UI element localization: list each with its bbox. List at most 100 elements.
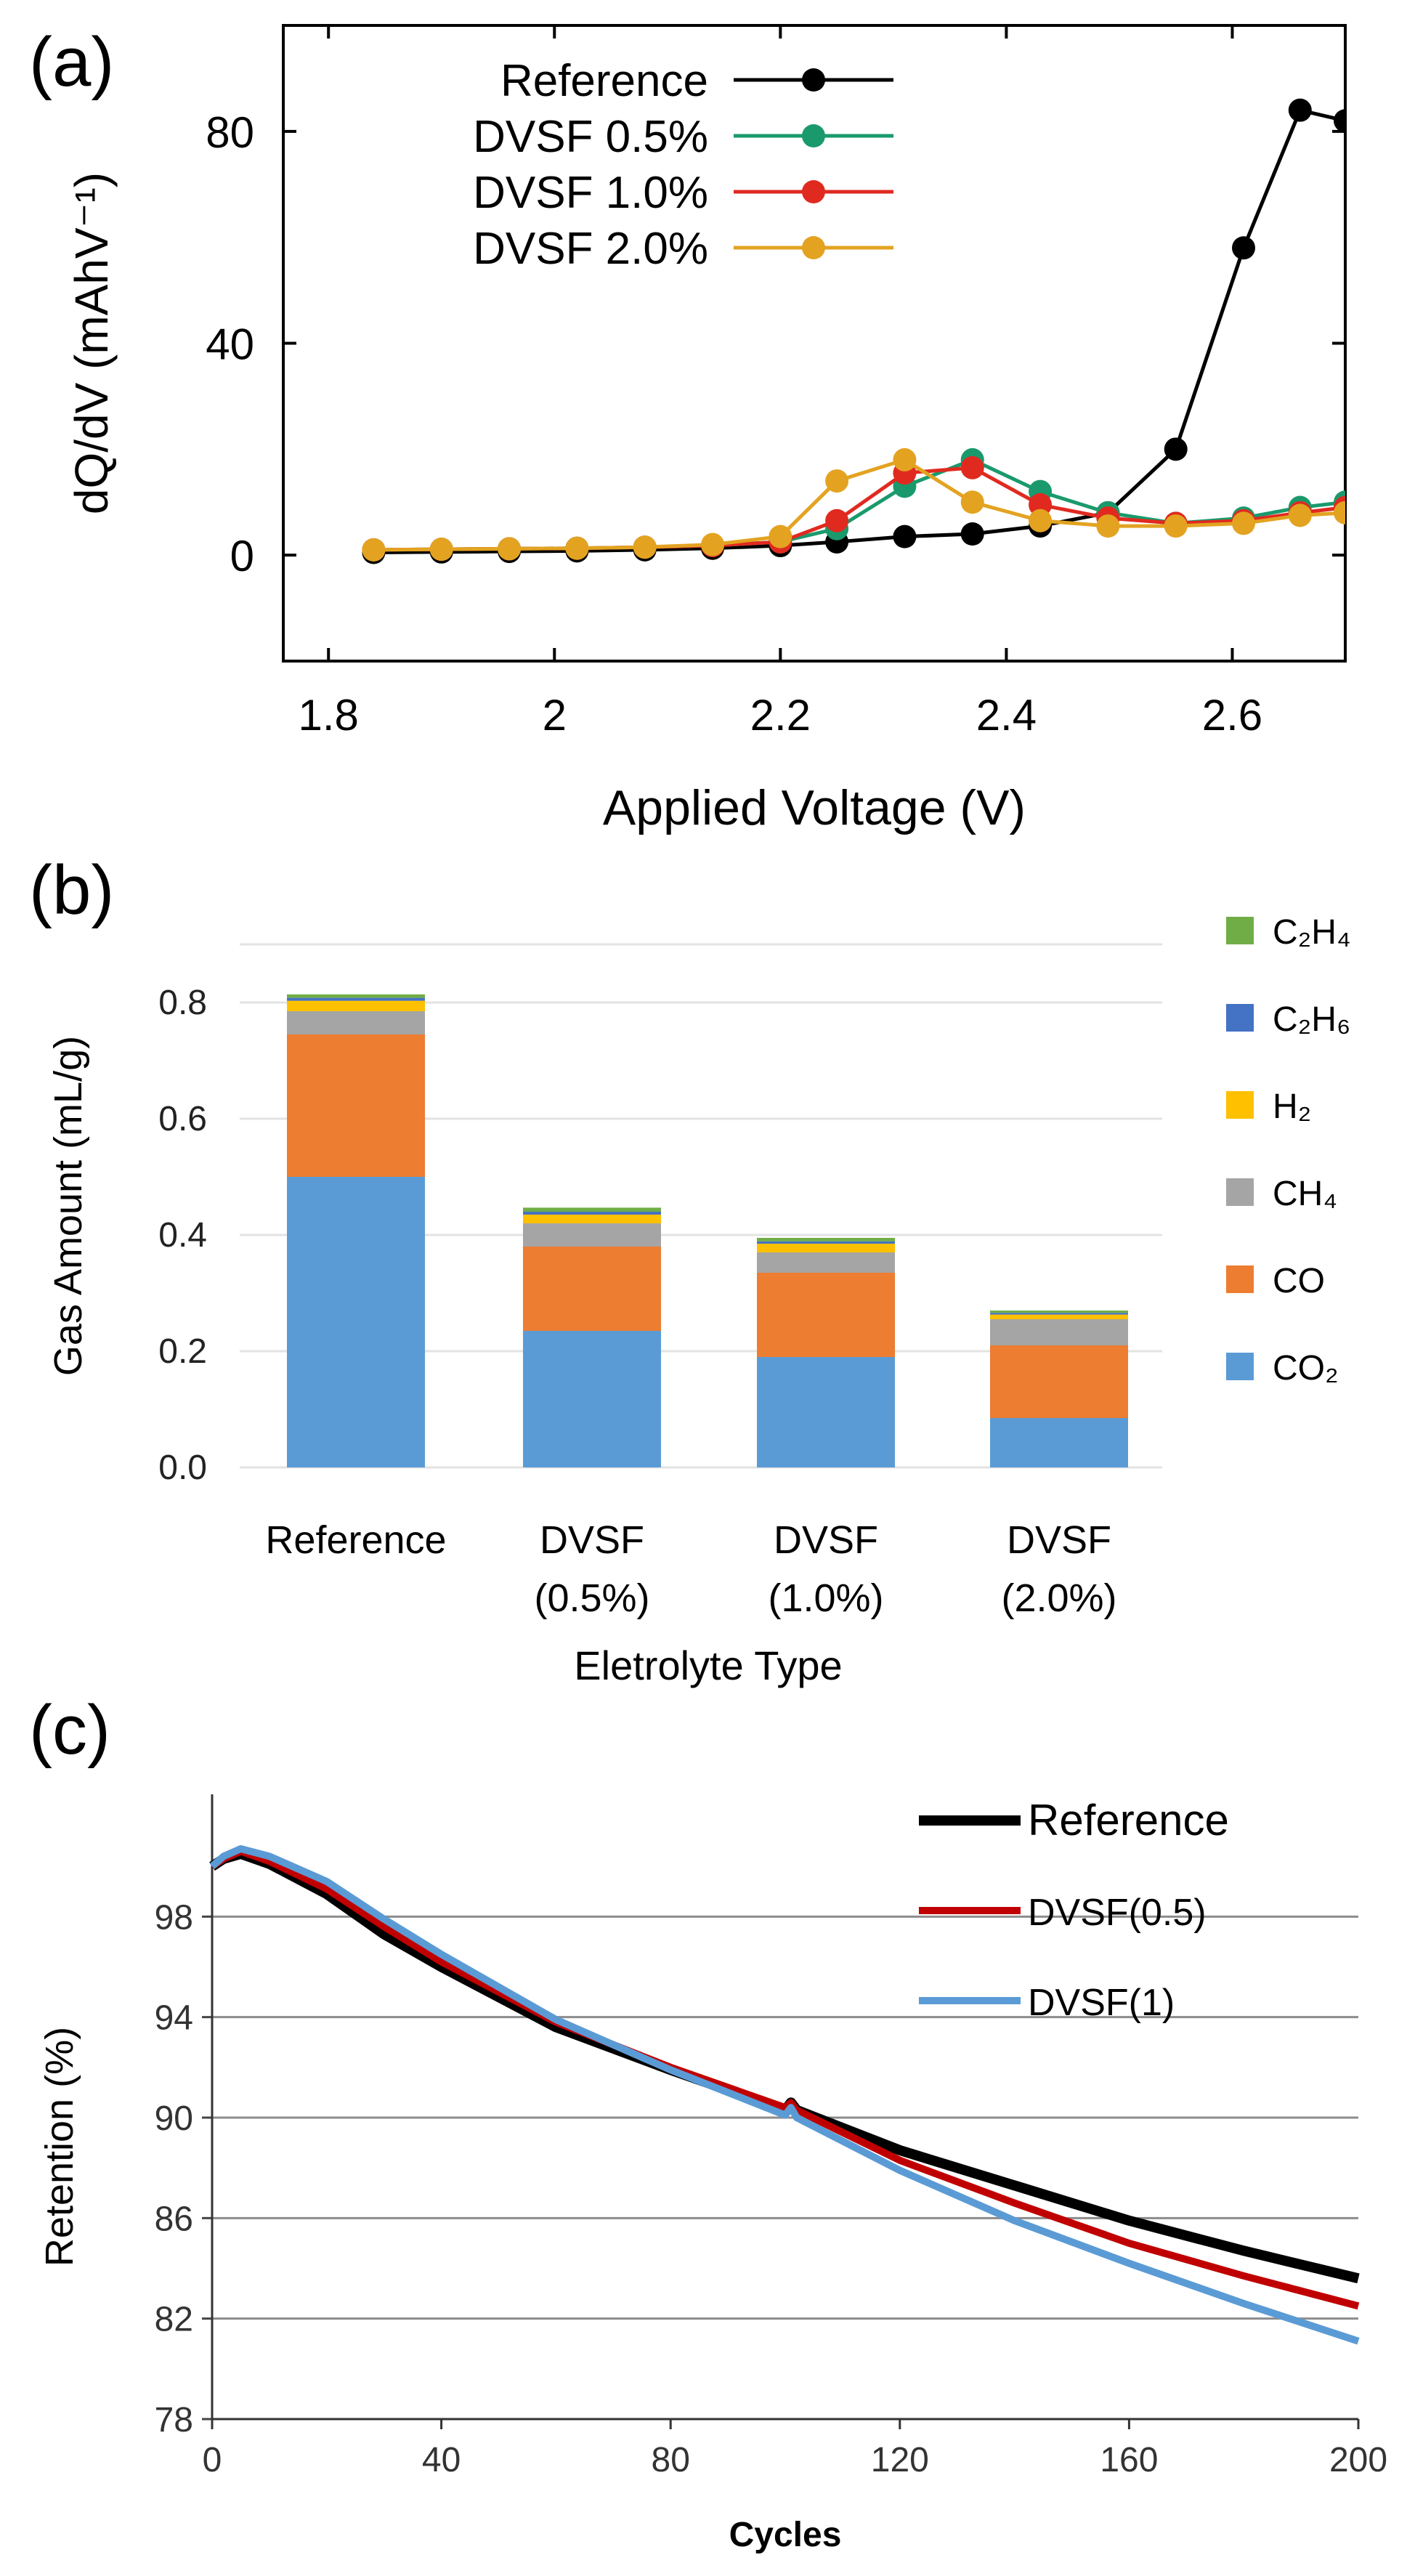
legend-label-c: Reference <box>1028 1796 1229 1844</box>
category-label-b: DVSF <box>774 1518 878 1562</box>
data-point-a <box>1232 511 1256 535</box>
data-point-a <box>1164 514 1188 538</box>
series-line-a-2 <box>373 466 1345 552</box>
y-tick-label-c: 90 <box>155 2099 193 2138</box>
legend-marker-a <box>802 180 825 203</box>
legend-marker-a <box>802 68 825 92</box>
x-tick-label-c: 0 <box>203 2441 222 2479</box>
y-tick-label-b: 0.2 <box>158 1332 207 1371</box>
data-point-a <box>1029 493 1053 517</box>
data-point-a <box>960 455 984 479</box>
data-point-a <box>701 532 725 556</box>
legend-label-c: DVSF(1) <box>1028 1982 1175 2024</box>
y-tick-label-b: 0.4 <box>158 1216 207 1255</box>
data-point-a <box>825 469 849 493</box>
category-label-b: Reference <box>265 1518 446 1562</box>
legend-label-b: CO₂ <box>1273 1349 1339 1388</box>
data-point-a <box>825 509 849 532</box>
category-sublabel-b: (0.5%) <box>534 1576 649 1620</box>
x-tick-label-a: 2.2 <box>750 691 811 740</box>
series-line-a-0 <box>373 108 1345 555</box>
legend-label-c: DVSF(0.5) <box>1028 1892 1207 1934</box>
bar-segment-b <box>990 1345 1128 1418</box>
legend-swatch-b <box>1226 1004 1254 1032</box>
plot-frame-a <box>282 24 1347 663</box>
bar-segment-b <box>287 994 425 998</box>
bar-segment-b <box>757 1238 895 1242</box>
data-point-a <box>1096 514 1120 538</box>
data-point-a <box>362 538 386 562</box>
data-point-a <box>1232 236 1256 260</box>
y-tick-label-c: 98 <box>155 1898 193 1937</box>
legend-label-b: H₂ <box>1273 1087 1311 1126</box>
y-tick-label-c: 82 <box>155 2301 193 2339</box>
panel-c-letter: (c) <box>29 1693 110 1769</box>
x-tick-label-c: 200 <box>1329 2441 1387 2479</box>
data-point-a <box>893 447 917 471</box>
legend-label-b: CH₄ <box>1273 1175 1337 1213</box>
x-tick-label-c: 40 <box>422 2441 461 2479</box>
legend-label-b: C₂H₆ <box>1273 1000 1350 1039</box>
bar-segment-b <box>757 1273 895 1357</box>
y-tick-label-b: 0.8 <box>158 984 207 1022</box>
bar-segment-b <box>287 997 425 1001</box>
bar-segment-b <box>757 1357 895 1467</box>
y-tick-label-c: 94 <box>155 1999 193 2038</box>
bar-segment-b <box>990 1311 1128 1313</box>
bar-segment-b <box>990 1319 1128 1345</box>
data-point-a <box>565 536 589 560</box>
bar-segment-b <box>287 1000 425 1011</box>
y-tick-label-a: 80 <box>206 108 254 157</box>
legend-marker-a <box>802 236 825 259</box>
data-point-a <box>1334 501 1345 524</box>
bar-segment-b <box>523 1223 661 1247</box>
legend-label-a: Reference <box>500 56 708 106</box>
x-tick-label-c: 80 <box>652 2441 690 2479</box>
bar-segment-b <box>757 1241 895 1244</box>
bar-segment-b <box>523 1212 661 1215</box>
y-tick-label-c: 86 <box>155 2200 193 2238</box>
legend-swatch-b <box>1226 1353 1254 1380</box>
bar-segment-b <box>990 1418 1128 1467</box>
data-point-a <box>429 538 453 562</box>
legend-label-a: DVSF 2.0% <box>473 224 708 274</box>
x-tick-label-a: 2.6 <box>1202 691 1262 740</box>
y-axis-title-a: dQ/dV (mAhV⁻¹) <box>65 172 118 514</box>
data-point-a <box>1288 98 1312 122</box>
bar-segment-b <box>287 1034 425 1177</box>
bar-segment-b <box>523 1215 661 1223</box>
y-tick-label-a: 0 <box>230 532 254 580</box>
data-point-a <box>960 490 984 514</box>
category-sublabel-b: (1.0%) <box>768 1576 883 1620</box>
legend-label-a: DVSF 1.0% <box>473 168 708 218</box>
y-tick-label-b: 0.0 <box>158 1449 207 1487</box>
data-point-a <box>1334 109 1345 133</box>
bar-segment-b <box>757 1252 895 1273</box>
x-tick-label-c: 120 <box>871 2441 929 2479</box>
data-point-a <box>893 524 917 548</box>
y-axis-title-c: Retention (%) <box>38 2027 81 2267</box>
legend-label-a: DVSF 0.5% <box>473 112 708 162</box>
legend-swatch-b <box>1226 1265 1254 1293</box>
x-axis-title-b: Eletrolyte Type <box>574 1643 842 1688</box>
category-sublabel-b: (2.0%) <box>1001 1576 1116 1620</box>
data-point-a <box>498 537 522 561</box>
data-point-a <box>1029 509 1053 532</box>
data-point-a <box>633 535 657 559</box>
bar-segment-b <box>287 1011 425 1034</box>
legend-swatch-b <box>1226 917 1254 944</box>
bar-segment-b <box>990 1313 1128 1315</box>
y-tick-label-b: 0.6 <box>158 1100 207 1138</box>
chart-c: (c) 78 82 86 90 94 98 0 40 80 120 160 200 Cycles Rete… <box>29 1693 1387 2554</box>
y-axis-title-b: Gas Amount (mL/g) <box>46 1036 90 1376</box>
data-point-a <box>1288 503 1312 527</box>
x-tick-label-a: 2 <box>543 691 567 740</box>
category-label-b: DVSF <box>1007 1518 1111 1562</box>
x-axis-title-a: Applied Voltage (V) <box>603 780 1026 835</box>
x-tick-label-a: 2.4 <box>976 691 1037 740</box>
legend-swatch-b <box>1226 1091 1254 1119</box>
panel-b: (b) 0.0 0.2 0.4 0.6 0.8 Gas Amount (mL/g) Refe… <box>0 843 1415 1693</box>
panel-b-letter: (b) <box>29 851 114 929</box>
legend-label-b: C₂H₄ <box>1273 913 1351 952</box>
bar-segment-b <box>523 1207 661 1212</box>
